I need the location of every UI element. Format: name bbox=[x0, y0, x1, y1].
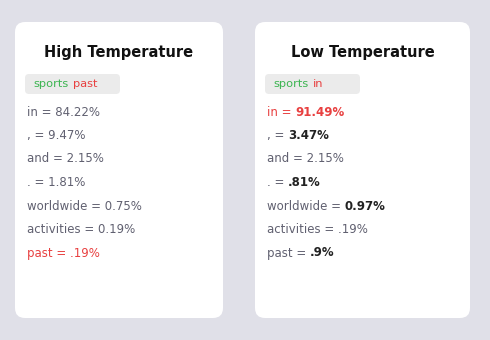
Text: . = 1.81%: . = 1.81% bbox=[27, 176, 85, 189]
Text: and = 2.15%: and = 2.15% bbox=[267, 153, 344, 166]
Text: activities = .19%: activities = .19% bbox=[267, 223, 368, 236]
FancyBboxPatch shape bbox=[265, 74, 360, 94]
FancyBboxPatch shape bbox=[25, 74, 120, 94]
Text: Low Temperature: Low Temperature bbox=[291, 45, 434, 59]
Text: sports: sports bbox=[33, 79, 68, 89]
Text: sports: sports bbox=[273, 79, 308, 89]
Text: in =: in = bbox=[267, 105, 295, 119]
Text: worldwide = 0.75%: worldwide = 0.75% bbox=[27, 200, 142, 212]
Text: in = 84.22%: in = 84.22% bbox=[27, 105, 100, 119]
Text: .81%: .81% bbox=[288, 176, 321, 189]
Text: . =: . = bbox=[267, 176, 288, 189]
Text: past: past bbox=[73, 79, 98, 89]
FancyBboxPatch shape bbox=[255, 22, 470, 318]
Text: , =: , = bbox=[267, 129, 288, 142]
Text: .9%: .9% bbox=[310, 246, 335, 259]
Text: in: in bbox=[313, 79, 324, 89]
Text: High Temperature: High Temperature bbox=[45, 45, 194, 59]
Text: and = 2.15%: and = 2.15% bbox=[27, 153, 104, 166]
Text: 0.97%: 0.97% bbox=[345, 200, 386, 212]
Text: past =: past = bbox=[267, 246, 310, 259]
Text: 91.49%: 91.49% bbox=[295, 105, 344, 119]
Text: worldwide =: worldwide = bbox=[267, 200, 345, 212]
Text: 3.47%: 3.47% bbox=[288, 129, 329, 142]
Text: past = .19%: past = .19% bbox=[27, 246, 100, 259]
FancyBboxPatch shape bbox=[15, 22, 223, 318]
Text: , = 9.47%: , = 9.47% bbox=[27, 129, 85, 142]
Text: activities = 0.19%: activities = 0.19% bbox=[27, 223, 135, 236]
